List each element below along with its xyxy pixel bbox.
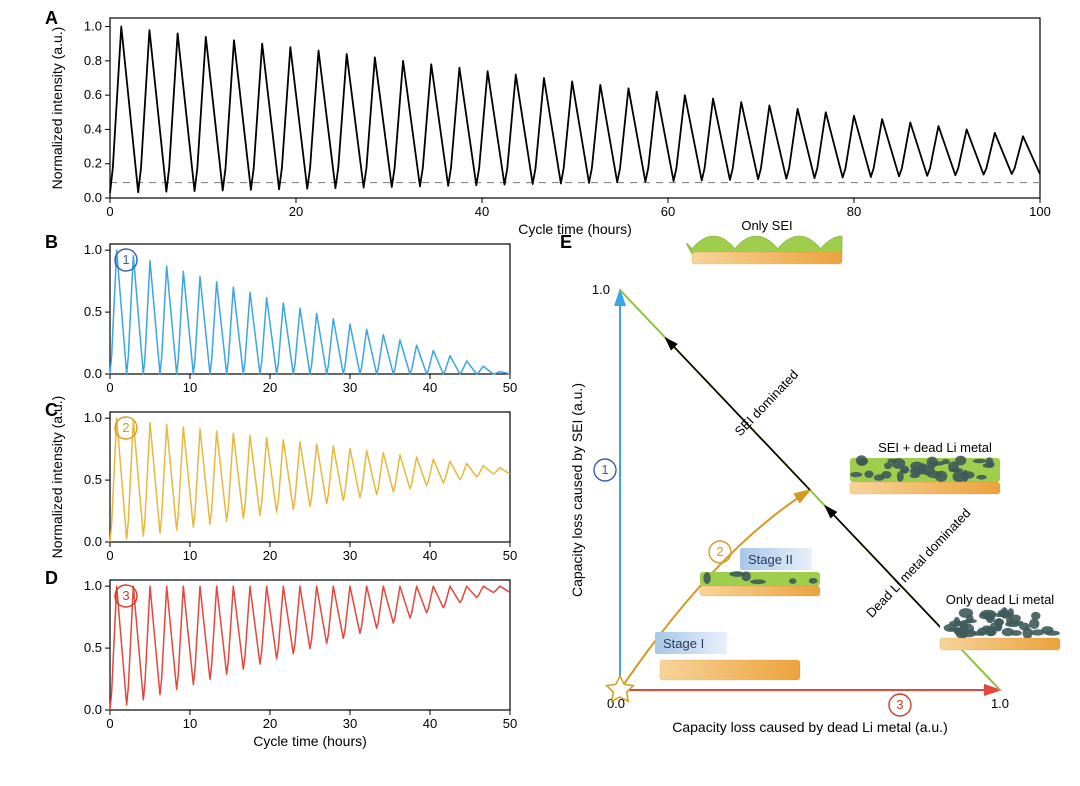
svg-text:20: 20 bbox=[289, 204, 303, 219]
svg-text:0.6: 0.6 bbox=[84, 87, 102, 102]
svg-text:0: 0 bbox=[106, 380, 113, 395]
panel-label-E: E bbox=[560, 232, 572, 253]
svg-text:1.0: 1.0 bbox=[84, 242, 102, 257]
svg-text:Capacity loss caused by SEI (a: Capacity loss caused by SEI (a.u.) bbox=[569, 383, 585, 597]
svg-text:Cycle time (hours): Cycle time (hours) bbox=[518, 221, 632, 237]
svg-text:1: 1 bbox=[601, 462, 608, 477]
svg-text:0.0: 0.0 bbox=[84, 366, 102, 381]
svg-text:0.8: 0.8 bbox=[84, 53, 102, 68]
svg-text:50: 50 bbox=[503, 716, 517, 731]
svg-text:2: 2 bbox=[122, 420, 129, 435]
svg-text:SEI dominated: SEI dominated bbox=[732, 367, 802, 439]
svg-text:Stage II: Stage II bbox=[748, 552, 793, 567]
svg-text:20: 20 bbox=[263, 716, 277, 731]
svg-text:Only dead Li metal: Only dead Li metal bbox=[946, 592, 1055, 607]
svg-text:30: 30 bbox=[343, 716, 357, 731]
panel-label-D: D bbox=[45, 568, 58, 589]
svg-text:0: 0 bbox=[106, 204, 113, 219]
svg-text:0: 0 bbox=[106, 548, 113, 563]
svg-text:0.4: 0.4 bbox=[84, 121, 102, 136]
svg-text:50: 50 bbox=[503, 548, 517, 563]
svg-text:Normalized intensity (a.u.): Normalized intensity (a.u.) bbox=[49, 27, 65, 190]
figure-container: 0204060801000.00.20.40.60.81.0Cycle time… bbox=[0, 0, 1080, 786]
svg-text:20: 20 bbox=[263, 548, 277, 563]
svg-text:30: 30 bbox=[343, 380, 357, 395]
svg-text:1.0: 1.0 bbox=[592, 282, 610, 297]
svg-text:0.5: 0.5 bbox=[84, 472, 102, 487]
svg-text:1.0: 1.0 bbox=[84, 578, 102, 593]
svg-text:Only SEI: Only SEI bbox=[741, 218, 792, 233]
svg-text:Cycle time (hours): Cycle time (hours) bbox=[253, 733, 367, 749]
svg-text:40: 40 bbox=[423, 380, 437, 395]
svg-text:0.5: 0.5 bbox=[84, 304, 102, 319]
svg-text:0.5: 0.5 bbox=[84, 640, 102, 655]
svg-text:0: 0 bbox=[106, 716, 113, 731]
svg-text:1.0: 1.0 bbox=[991, 696, 1009, 711]
svg-text:1.0: 1.0 bbox=[84, 410, 102, 425]
svg-text:3: 3 bbox=[896, 697, 903, 712]
svg-text:10: 10 bbox=[183, 380, 197, 395]
svg-text:Capacity loss caused by dead L: Capacity loss caused by dead Li metal (a… bbox=[672, 719, 947, 735]
svg-text:40: 40 bbox=[475, 204, 489, 219]
svg-text:0.0: 0.0 bbox=[84, 534, 102, 549]
svg-text:3: 3 bbox=[122, 588, 129, 603]
panel-label-A: A bbox=[45, 8, 58, 29]
svg-text:2: 2 bbox=[716, 544, 723, 559]
svg-text:10: 10 bbox=[183, 548, 197, 563]
svg-text:50: 50 bbox=[503, 380, 517, 395]
panel-label-C: C bbox=[45, 400, 58, 421]
svg-text:20: 20 bbox=[263, 380, 277, 395]
figure-svg: 0204060801000.00.20.40.60.81.0Cycle time… bbox=[0, 0, 1080, 786]
panel-label-B: B bbox=[45, 232, 58, 253]
svg-text:40: 40 bbox=[423, 716, 437, 731]
svg-text:1.0: 1.0 bbox=[84, 19, 102, 34]
svg-text:1: 1 bbox=[122, 252, 129, 267]
svg-text:100: 100 bbox=[1029, 204, 1051, 219]
svg-text:60: 60 bbox=[661, 204, 675, 219]
svg-text:80: 80 bbox=[847, 204, 861, 219]
svg-text:0.2: 0.2 bbox=[84, 156, 102, 171]
svg-text:10: 10 bbox=[183, 716, 197, 731]
svg-text:0.0: 0.0 bbox=[84, 702, 102, 717]
svg-text:40: 40 bbox=[423, 548, 437, 563]
svg-text:30: 30 bbox=[343, 548, 357, 563]
svg-text:SEI + dead Li metal: SEI + dead Li metal bbox=[878, 440, 992, 455]
svg-text:Stage I: Stage I bbox=[663, 636, 704, 651]
svg-text:0.0: 0.0 bbox=[84, 190, 102, 205]
